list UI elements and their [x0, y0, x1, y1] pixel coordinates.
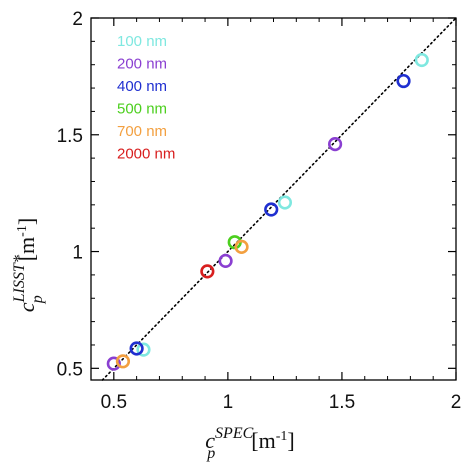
- y-tick-label: 0.5: [57, 359, 83, 380]
- data-point-100-nm-2: [414, 52, 429, 68]
- data-point-400-nm-0: [129, 341, 144, 356]
- x-axis-label: cSPEC p[m-1]: [205, 425, 294, 462]
- data-point-200-nm-1: [218, 253, 233, 268]
- x-tick-label: 0.5: [101, 392, 127, 413]
- legend-entry-100-nm: 100 nm: [117, 33, 167, 50]
- data-point-700-nm-0: [115, 354, 131, 369]
- legend-entry-2000-nm: 2000 nm: [117, 146, 175, 163]
- legend-entry-200-nm: 200 nm: [117, 56, 167, 73]
- data-point-700-nm-1: [234, 239, 249, 254]
- x-tick-label: 1: [223, 392, 234, 413]
- data-point-200-nm-0: [106, 356, 121, 371]
- y-tick-label: 2: [72, 9, 83, 30]
- x-tick-label: 2: [451, 392, 462, 413]
- data-point-100-nm-0: [136, 342, 151, 357]
- data-point-100-nm-1: [277, 195, 293, 210]
- y-tick-label: 1: [72, 243, 83, 264]
- data-point-200-nm-2: [327, 137, 343, 152]
- plot-area: 0.5 1 1.5 2 0.5 1 1.5 2: [57, 9, 462, 413]
- legend-entry-700-nm: 700 nm: [117, 123, 167, 140]
- y-tick-label: 1.5: [57, 126, 83, 147]
- legend-entry-400-nm: 400 nm: [117, 78, 167, 95]
- y-axis-label: cLISST*p[m-1]: [11, 218, 46, 312]
- x-tick-label: 1.5: [329, 392, 355, 413]
- legend: 100 nm 200 nm 400 nm 500 nm 700 nm 2000 nm: [117, 33, 175, 163]
- data-point-400-nm-2: [396, 73, 411, 89]
- data-point-400-nm-1: [264, 202, 279, 217]
- data-point-2000-nm-0: [200, 264, 215, 279]
- legend-entry-500-nm: 500 nm: [117, 101, 167, 118]
